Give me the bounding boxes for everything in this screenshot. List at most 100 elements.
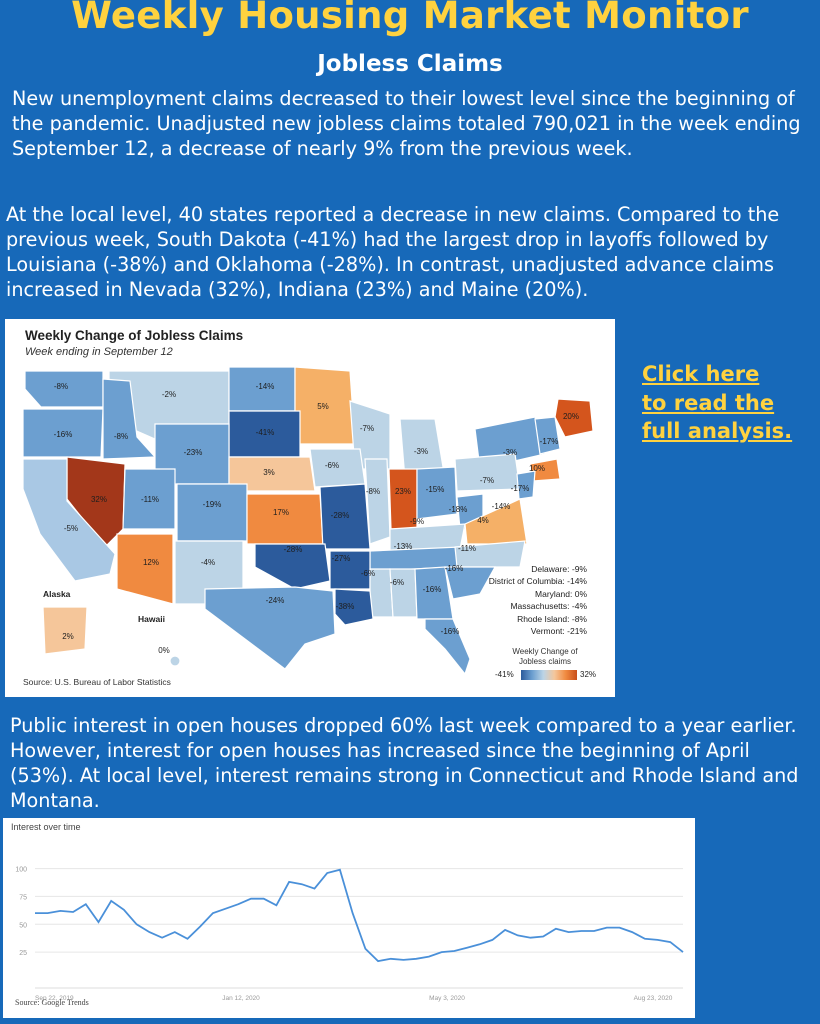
state-label-mn: 5%: [317, 402, 329, 411]
state-label-or: -16%: [54, 430, 73, 439]
y-tick-label: 100: [15, 867, 27, 874]
cta-line[interactable]: full analysis.: [642, 419, 793, 443]
state-label-ks: 17%: [273, 508, 289, 517]
state-label-ms: -6%: [361, 569, 375, 578]
state-shape-mo: [319, 483, 371, 550]
state-label-al: -6%: [390, 578, 404, 587]
state-shape-nc: [454, 540, 526, 568]
state-label-ga: -16%: [423, 585, 442, 594]
state-label-fl: -16%: [441, 627, 460, 636]
state-shape-az: [116, 533, 174, 605]
state-label-in: 23%: [395, 487, 411, 496]
state-label-wa: -8%: [54, 382, 68, 391]
cta-line[interactable]: to read the: [642, 390, 775, 415]
intro-paragraph: New unemployment claims decreased to the…: [12, 87, 801, 160]
state-shape-la: [334, 588, 374, 626]
map-subtitle: Week ending in September 12: [25, 346, 173, 358]
page-title: Weekly Housing Market Monitor: [71, 0, 749, 37]
x-tick-label: Sep 22, 2019: [35, 995, 74, 1002]
state-label-ny: -3%: [503, 448, 517, 457]
state-shape-fl: [424, 618, 471, 676]
state-shape-nj: [516, 470, 536, 500]
state-label-tx: -24%: [266, 596, 285, 605]
state-label-wy: -23%: [184, 448, 203, 457]
state-label-sd: -41%: [256, 428, 275, 437]
state-shape-ak: [42, 606, 88, 655]
us-choropleth-map: -8% -2% -14% 5% 20% -16% -8% -41% -7% -1…: [22, 366, 594, 676]
state-shape-sc: [444, 566, 497, 600]
trend-chart-title: Interest over time: [11, 822, 81, 832]
state-shape-me: [554, 398, 594, 438]
state-shape-al: [389, 568, 418, 618]
x-tick-label: May 3, 2020: [429, 995, 465, 1002]
state-shape-ok: [254, 543, 331, 590]
small-state-item: Vermont: -21%: [530, 626, 587, 637]
state-shape-ut: [122, 468, 176, 530]
state-shape-or: [22, 408, 104, 458]
state-shape-oh: [416, 466, 458, 520]
state-label-la: -38%: [336, 602, 355, 611]
cta-line[interactable]: Click here: [642, 362, 760, 386]
state-label-md: -14%: [492, 502, 511, 511]
state-label-mi: -3%: [414, 447, 428, 456]
small-state-item: Massachusetts: -4%: [510, 601, 587, 612]
read-full-analysis-link[interactable]: Click here to read the full analysis.: [642, 360, 812, 446]
state-shape-vt: [534, 416, 561, 455]
y-tick-label: 25: [19, 950, 27, 957]
state-label-nd: -14%: [256, 382, 275, 391]
small-state-item: Maryland: 0%: [535, 588, 587, 599]
state-label-ct: 10%: [529, 464, 545, 473]
state-shape-ne: [228, 456, 316, 492]
state-label-nm: -4%: [201, 558, 215, 567]
state-label-oh: -15%: [426, 485, 445, 494]
interest-over-time-chart: Interest over time 25 50 75 100 Sep 22, 2019…: [3, 818, 695, 1018]
state-label-ak: 2%: [62, 632, 74, 641]
state-label-az: 12%: [143, 558, 159, 567]
state-label-il: -8%: [366, 487, 380, 496]
state-shape-il: [364, 458, 391, 545]
state-label-wi: -7%: [360, 424, 374, 433]
map-legend-max: 32%: [580, 670, 597, 679]
section-subtitle: Jobless Claims: [317, 51, 503, 77]
small-state-item: Rhode Island: -8%: [517, 613, 587, 624]
state-label-me: 20%: [563, 412, 579, 421]
series-line: [35, 868, 684, 963]
open-house-paragraph: Public interest in open houses dropped 6…: [10, 714, 799, 812]
state-shape-co: [176, 483, 248, 542]
state-label-nj: -17%: [511, 484, 530, 493]
state-shape-ca: [22, 458, 116, 582]
state-label-mt: -2%: [162, 390, 176, 399]
alaska-label: Alaska: [43, 589, 71, 599]
state-label-va: 4%: [477, 516, 489, 525]
state-label-tn: -13%: [394, 542, 413, 551]
map-legend-min: -41%: [495, 670, 514, 679]
state-label-mo: -28%: [331, 511, 350, 520]
state-label-co: -19%: [203, 500, 222, 509]
state-label-sc: -16%: [445, 564, 464, 573]
state-shape-id: [102, 378, 157, 460]
state-label-ok: -28%: [284, 545, 303, 554]
trend-source: Source: Google Trends: [15, 998, 89, 1007]
map-legend-gradient: [521, 670, 577, 680]
x-tick-label: Aug 23, 2020: [634, 995, 673, 1002]
map-title: Weekly Change of Jobless Claims: [25, 328, 244, 343]
state-label-ia: -6%: [325, 461, 339, 470]
small-state-item: District of Columbia: -14%: [488, 576, 587, 587]
state-label-ne: 3%: [263, 468, 275, 477]
state-shape-hi: [169, 655, 181, 667]
hawaii-label: Hawaii: [138, 614, 165, 624]
state-shape-ks: [246, 493, 324, 545]
small-states-list: Delaware: -9% District of Columbia: -14%…: [489, 563, 587, 637]
state-label-hi: 0%: [158, 646, 170, 655]
map-legend-title: Weekly Change of Jobless claims: [512, 647, 578, 666]
state-label-nc: -11%: [458, 544, 476, 553]
local-level-paragraph: At the local level, 40 states reported a…: [6, 203, 780, 301]
map-source: Source: U.S. Bureau of Labor Statistics: [23, 677, 171, 687]
x-tick-label: Jan 12, 2020: [222, 995, 260, 1002]
state-label-nv: 32%: [91, 495, 107, 504]
state-label-ut: -11%: [141, 495, 159, 504]
jobless-claims-map: -8% -2% -14% 5% 20% -16% -8% -41% -7% -1…: [5, 319, 615, 697]
state-label-pa: -7%: [480, 476, 494, 485]
state-label-vt: -17%: [540, 437, 559, 446]
state-shape-wa: [24, 370, 104, 408]
